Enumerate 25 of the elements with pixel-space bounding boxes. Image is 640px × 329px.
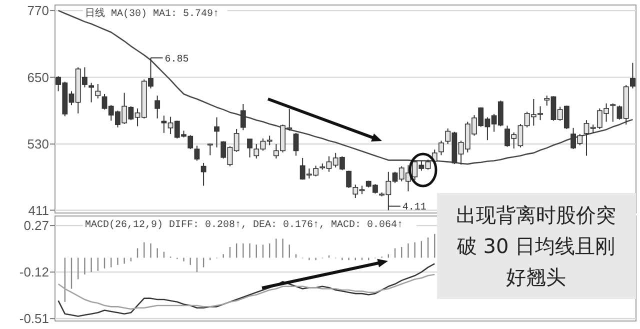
candlestick	[194, 145, 200, 162]
candlestick	[247, 138, 252, 158]
candlestick	[200, 162, 206, 186]
candlestick	[95, 83, 101, 99]
line-series	[58, 274, 436, 310]
candlestick	[610, 102, 616, 122]
candlestick	[293, 132, 299, 156]
annotation: 4.11	[402, 202, 426, 214]
y-tick-label: 650	[27, 70, 49, 85]
candlestick	[630, 62, 636, 89]
candlestick	[154, 95, 160, 119]
candlestick	[240, 103, 246, 131]
y-tick-label: -0.12	[19, 264, 49, 280]
y-tick-label: 411	[28, 202, 49, 218]
y-tick-label: 770	[27, 3, 49, 18]
y-tick-label: -0.51	[19, 311, 49, 326]
y-tick-label: 530	[27, 136, 49, 152]
line-series	[58, 263, 436, 317]
annotation: 6.85	[164, 54, 189, 66]
chart-title: MACD(26,12,9) DIFF: 0.208↑, DEA: 0.176↑, MACD: 0.064↑	[85, 219, 404, 231]
y-tick-label: 0.27	[24, 218, 49, 234]
candlestick	[88, 82, 94, 103]
candlestick	[214, 116, 220, 148]
annotation: 出现背离时股价突破 30 日均线且刚好翘头	[456, 203, 616, 289]
chart-title: 日线 MA(30) MA1: 5.749↑	[85, 7, 220, 20]
